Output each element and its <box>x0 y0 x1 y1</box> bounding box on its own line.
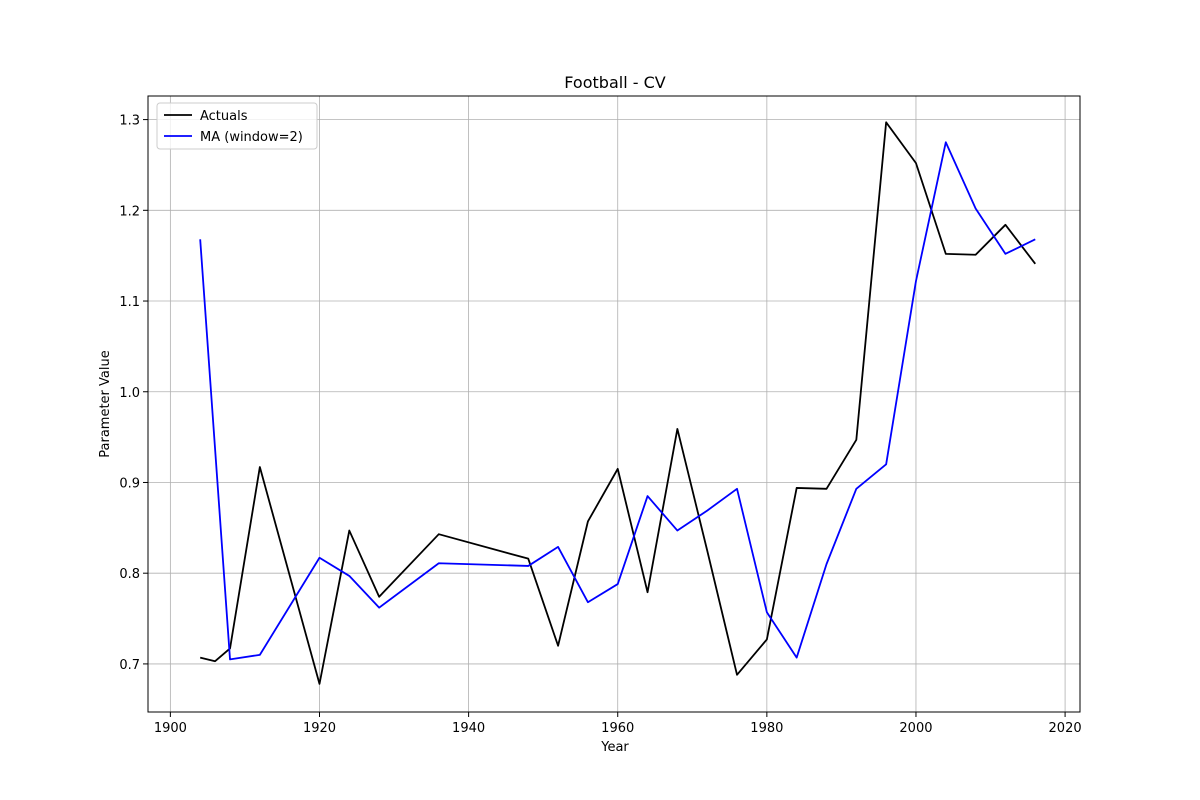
y-tick-label: 0.9 <box>119 476 140 491</box>
y-tick-label: 1.3 <box>119 114 140 129</box>
y-axis-ticks: 0.7 0.8 0.9 1.0 1.1 1.2 1.3 <box>119 114 148 673</box>
y-tick-label: 1.1 <box>119 295 140 310</box>
plot-area-frame <box>147 95 1081 713</box>
x-tick-label: 1900 <box>154 721 187 736</box>
x-tick-label: 1920 <box>303 721 336 736</box>
series-line-ma <box>199 141 1036 661</box>
x-axis-ticks: 1900 1920 1940 1960 1980 2000 2020 <box>154 712 1082 736</box>
legend-box <box>156 102 318 150</box>
legend: Actuals MA (window=2) <box>156 102 318 150</box>
x-axis-label: Year <box>600 740 629 755</box>
x-tick-label: 1940 <box>452 721 485 736</box>
y-axis-label: Parameter Value <box>98 350 113 457</box>
legend-label-actuals: Actuals <box>200 109 248 124</box>
x-tick-label: 1960 <box>601 721 634 736</box>
series-lines <box>199 121 1036 685</box>
y-tick-label: 1.0 <box>119 386 140 401</box>
grid <box>148 96 1080 712</box>
series-line-actuals <box>199 121 1036 685</box>
y-tick-label: 1.2 <box>119 204 140 219</box>
y-tick-label: 0.8 <box>119 567 140 582</box>
x-tick-label: 2000 <box>899 721 932 736</box>
x-tick-label: 2020 <box>1049 721 1082 736</box>
chart-title: Football - CV <box>564 73 665 92</box>
y-tick-label: 0.7 <box>119 658 140 673</box>
legend-label-ma: MA (window=2) <box>200 130 303 145</box>
x-tick-label: 1980 <box>750 721 783 736</box>
